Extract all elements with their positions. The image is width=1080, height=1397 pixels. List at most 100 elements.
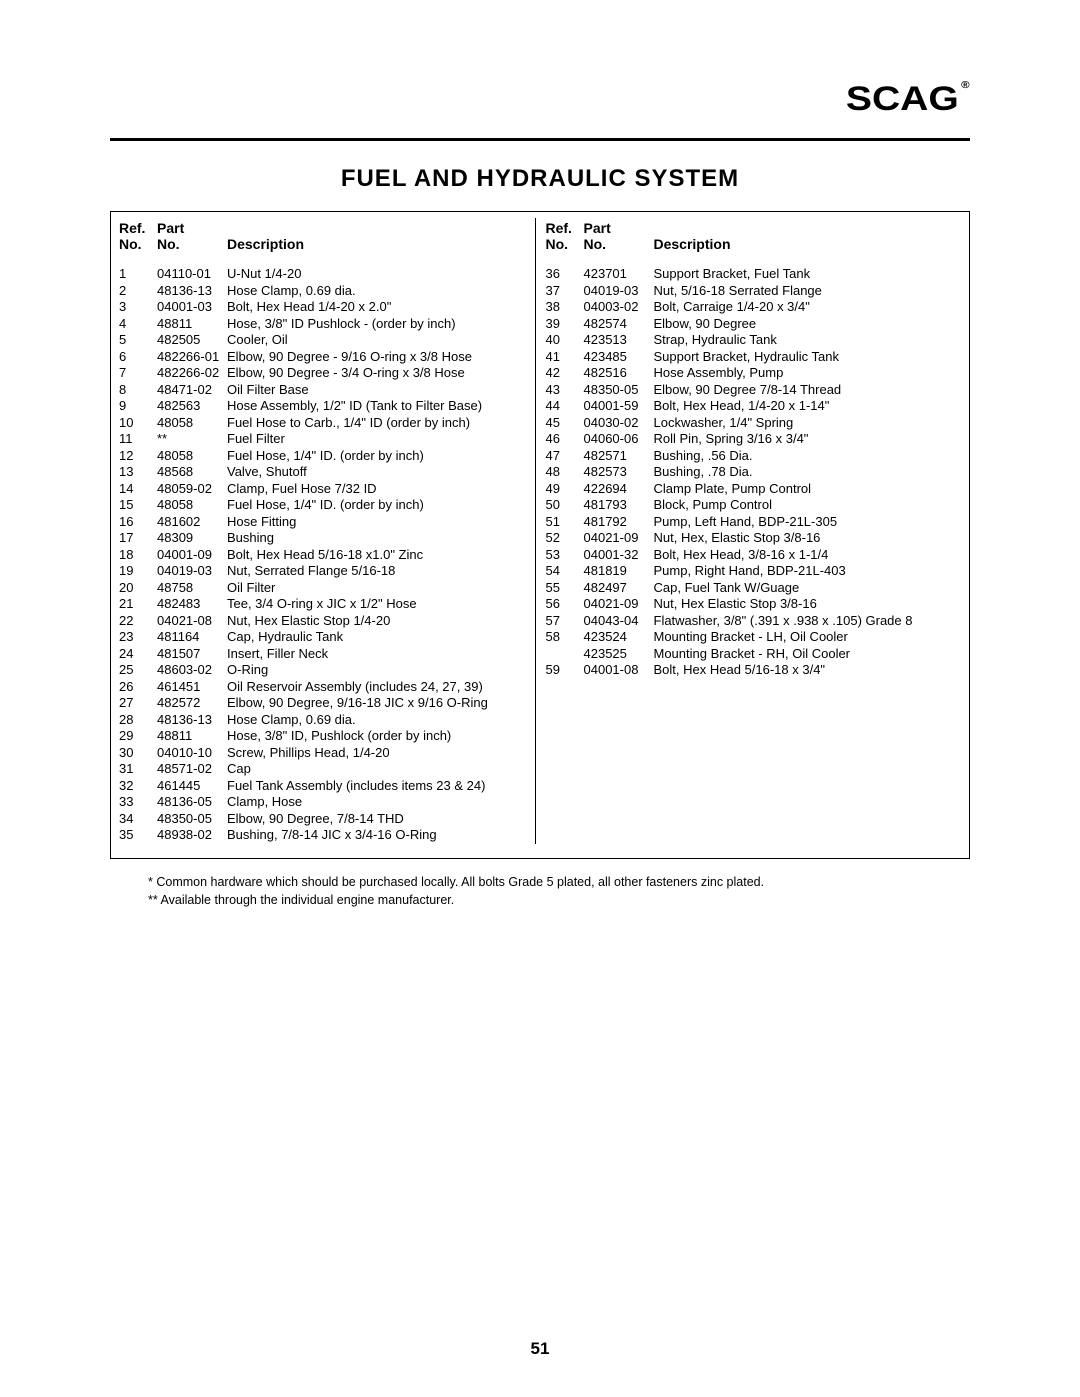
cell-part: 04021-09 <box>584 530 650 547</box>
cell-part: 04001-09 <box>157 547 223 564</box>
cell-desc: Elbow, 90 Degree <box>650 316 962 333</box>
cell-desc: Hose Assembly, Pump <box>650 365 962 382</box>
footnote-line: ** Available through the individual engi… <box>148 891 970 909</box>
cell-part: 48350-05 <box>584 382 650 399</box>
table-row: 104110-01U-Nut 1/4-20 <box>119 266 535 283</box>
cell-desc: Pump, Right Hand, BDP-21L-403 <box>650 563 962 580</box>
table-row: 248136-13Hose Clamp, 0.69 dia. <box>119 283 535 300</box>
cell-desc: Bolt, Hex Head 1/4-20 x 2.0" <box>223 299 535 316</box>
header-desc: Description <box>650 236 962 252</box>
cell-desc: Bushing, 7/8-14 JIC x 3/4-16 O-Ring <box>223 827 535 844</box>
cell-ref: 20 <box>119 580 157 597</box>
table-row: 50481793Block, Pump Control <box>546 497 962 514</box>
table-row: 58423524Mounting Bracket - LH, Oil Coole… <box>546 629 962 646</box>
table-row: 21482483Tee, 3/4 O-ring x JIC x 1/2" Hos… <box>119 596 535 613</box>
cell-ref: 38 <box>546 299 584 316</box>
cell-desc: Nut, Hex, Elastic Stop 3/8-16 <box>650 530 962 547</box>
header-ref: Ref.No. <box>119 220 157 252</box>
cell-desc: Elbow, 90 Degree 7/8-14 Thread <box>650 382 962 399</box>
cell-part: 04001-59 <box>584 398 650 415</box>
cell-part: 48058 <box>157 497 223 514</box>
header-desc: Description <box>223 236 535 252</box>
table-row: 5704043-04Flatwasher, 3/8" (.391 x .938 … <box>546 613 962 630</box>
cell-ref: 59 <box>546 662 584 679</box>
cell-ref: 34 <box>119 811 157 828</box>
cell-desc: Hose Fitting <box>223 514 535 531</box>
cell-desc: Mounting Bracket - RH, Oil Cooler <box>650 646 962 663</box>
table-row: 4504030-02Lockwasher, 1/4" Spring <box>546 415 962 432</box>
cell-part: 48136-13 <box>157 712 223 729</box>
table-row: 423525Mounting Bracket - RH, Oil Cooler <box>546 646 962 663</box>
parts-table-frame: Ref.No. PartNo. Description 104110-01U-N… <box>110 211 970 859</box>
cell-part: 423485 <box>584 349 650 366</box>
brand-logo-text: SCAG <box>846 80 959 118</box>
cell-desc: Nut, Serrated Flange 5/16-18 <box>223 563 535 580</box>
cell-part: 481793 <box>584 497 650 514</box>
cell-part: 04019-03 <box>157 563 223 580</box>
cell-part: 48058 <box>157 448 223 465</box>
cell-desc: Bolt, Hex Head 5/16-18 x1.0" Zinc <box>223 547 535 564</box>
table-row: 5482505Cooler, Oil <box>119 332 535 349</box>
table-row: 9482563Hose Assembly, 1/2" ID (Tank to F… <box>119 398 535 415</box>
cell-ref: 6 <box>119 349 157 366</box>
table-row: 24481507Insert, Filler Neck <box>119 646 535 663</box>
cell-part: 48571-02 <box>157 761 223 778</box>
table-row: 4404001-59Bolt, Hex Head, 1/4-20 x 1-14" <box>546 398 962 415</box>
cell-part: 423701 <box>584 266 650 283</box>
cell-desc: Tee, 3/4 O-ring x JIC x 1/2" Hose <box>223 596 535 613</box>
header-ref: Ref.No. <box>546 220 584 252</box>
cell-ref: 14 <box>119 481 157 498</box>
cell-part: 481819 <box>584 563 650 580</box>
cell-desc: Elbow, 90 Degree - 9/16 O-ring x 3/8 Hos… <box>223 349 535 366</box>
cell-ref: 15 <box>119 497 157 514</box>
cell-part: 04021-09 <box>584 596 650 613</box>
table-row: 7482266-02Elbow, 90 Degree - 3/4 O-ring … <box>119 365 535 382</box>
cell-desc: Bushing, .56 Dia. <box>650 448 962 465</box>
table-row: 304001-03Bolt, Hex Head 1/4-20 x 2.0" <box>119 299 535 316</box>
table-row: 2204021-08Nut, Hex Elastic Stop 1/4-20 <box>119 613 535 630</box>
table-row: 4348350-05Elbow, 90 Degree 7/8-14 Thread <box>546 382 962 399</box>
cell-desc: Cooler, Oil <box>223 332 535 349</box>
table-row: 3148571-02Cap <box>119 761 535 778</box>
cell-part: 04001-03 <box>157 299 223 316</box>
table-row: 2848136-13Hose Clamp, 0.69 dia. <box>119 712 535 729</box>
cell-part: 04003-02 <box>584 299 650 316</box>
table-header: Ref.No. PartNo. Description <box>119 218 535 258</box>
cell-ref: 7 <box>119 365 157 382</box>
cell-part: 04110-01 <box>157 266 223 283</box>
cell-part: 481164 <box>157 629 223 646</box>
cell-ref: 37 <box>546 283 584 300</box>
table-row: 5304001-32Bolt, Hex Head, 3/8-16 x 1-1/4 <box>546 547 962 564</box>
cell-part: 461451 <box>157 679 223 696</box>
cell-desc: Bolt, Carraige 1/4-20 x 3/4" <box>650 299 962 316</box>
cell-ref: 3 <box>119 299 157 316</box>
cell-desc: Pump, Left Hand, BDP-21L-305 <box>650 514 962 531</box>
cell-ref: 26 <box>119 679 157 696</box>
cell-desc: Flatwasher, 3/8" (.391 x .938 x .105) Gr… <box>650 613 962 630</box>
table-row: 42482516Hose Assembly, Pump <box>546 365 962 382</box>
cell-part: 04021-08 <box>157 613 223 630</box>
cell-part: 482266-01 <box>157 349 223 366</box>
cell-ref: 45 <box>546 415 584 432</box>
table-row: 11**Fuel Filter <box>119 431 535 448</box>
cell-part: 481507 <box>157 646 223 663</box>
cell-part: 48136-13 <box>157 283 223 300</box>
trademark-icon: ® <box>962 80 970 91</box>
cell-part: 423513 <box>584 332 650 349</box>
cell-ref: 50 <box>546 497 584 514</box>
page-title: FUEL AND HYDRAULIC SYSTEM <box>110 165 970 193</box>
cell-ref: 13 <box>119 464 157 481</box>
table-row: 1904019-03Nut, Serrated Flange 5/16-18 <box>119 563 535 580</box>
cell-ref: 22 <box>119 613 157 630</box>
cell-part: 482516 <box>584 365 650 382</box>
cell-part: 48938-02 <box>157 827 223 844</box>
cell-ref: 52 <box>546 530 584 547</box>
cell-ref: 40 <box>546 332 584 349</box>
cell-part: 04001-32 <box>584 547 650 564</box>
cell-desc: Elbow, 90 Degree, 7/8-14 THD <box>223 811 535 828</box>
cell-part: 04060-06 <box>584 431 650 448</box>
table-header: Ref.No. PartNo. Description <box>546 218 962 258</box>
page-number: 51 <box>0 1339 1080 1359</box>
cell-ref: 2 <box>119 283 157 300</box>
cell-part: 48309 <box>157 530 223 547</box>
